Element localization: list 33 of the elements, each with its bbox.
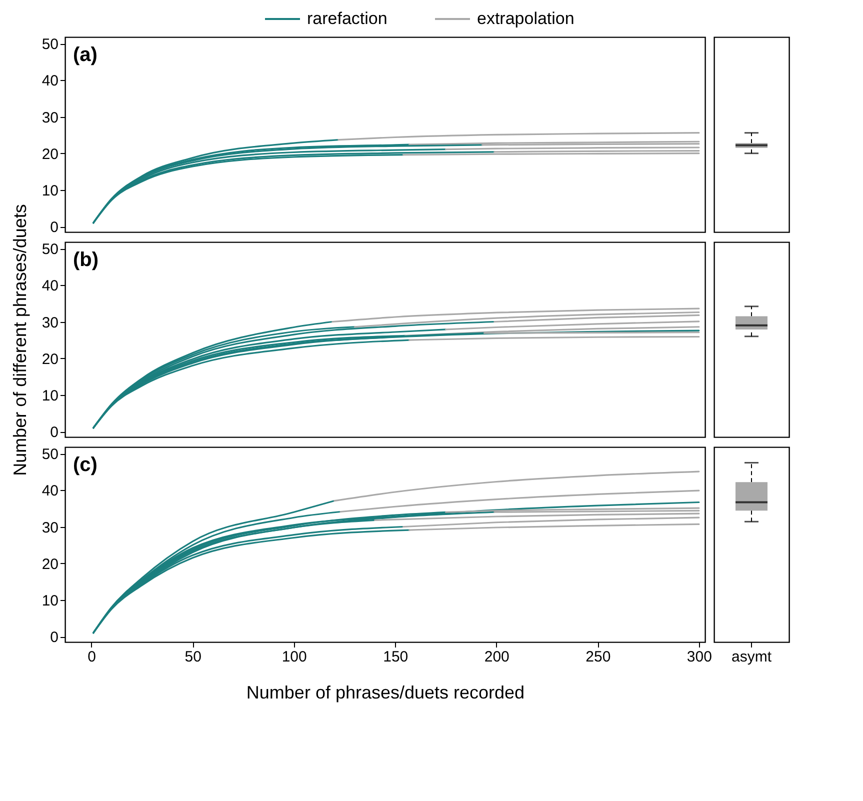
x-tick-label: asymt (731, 648, 772, 666)
x-axis-title: Number of phrases/duets recorded (246, 682, 525, 702)
x-tick-label: 100 (282, 648, 307, 666)
annotation: (a) (73, 44, 98, 66)
x-tick-label: 0 (88, 648, 96, 666)
y-tick-label: 0 (50, 219, 58, 236)
x-tick-label: 250 (586, 648, 611, 666)
y-tick-label: 50 (42, 241, 58, 258)
y-tick-label: 20 (42, 350, 58, 368)
y-tick-label: 50 (42, 446, 58, 464)
x-tick-label: 150 (383, 648, 408, 666)
y-tick-label: 10 (42, 592, 58, 610)
y-tick-label: 30 (42, 519, 58, 536)
y-tick-label: 40 (42, 72, 58, 90)
x-tick-label: 200 (484, 648, 510, 666)
legend-label: extrapolation (477, 9, 574, 28)
x-tick-label: 50 (184, 648, 202, 666)
y-tick-label: 0 (50, 424, 58, 442)
legend-label: rarefaction (307, 9, 388, 28)
y-axis-title: Number of different phrases/duets (10, 204, 30, 476)
y-tick-label: 30 (42, 109, 58, 126)
x-tick-label: 300 (686, 648, 712, 666)
y-tick-label: 50 (42, 36, 58, 54)
annotation: (b) (73, 249, 99, 271)
y-tick-label: 20 (42, 556, 58, 573)
y-tick-label: 20 (42, 146, 58, 163)
y-tick-label: 40 (42, 278, 58, 295)
y-tick-label: 30 (42, 314, 58, 332)
y-tick-label: 40 (42, 482, 58, 500)
y-tick-label: 10 (42, 182, 58, 200)
annotation: (c) (73, 454, 98, 476)
y-tick-label: 0 (50, 629, 58, 646)
y-tick-label: 10 (42, 387, 58, 404)
